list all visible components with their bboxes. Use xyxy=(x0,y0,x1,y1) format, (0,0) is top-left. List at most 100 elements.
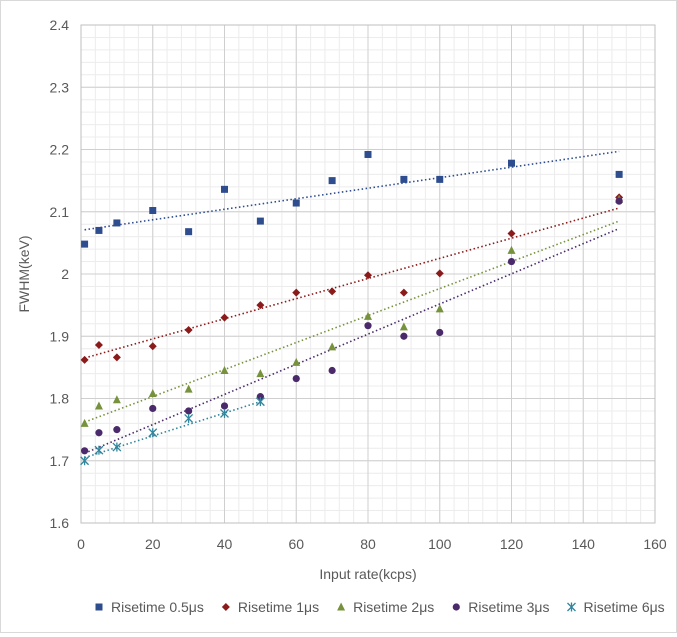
legend-marker xyxy=(452,603,460,611)
data-point-series-5 xyxy=(148,428,158,438)
data-point-series-3 xyxy=(435,304,444,313)
data-point-series-2 xyxy=(220,313,229,322)
data-point-series-1 xyxy=(113,219,121,227)
data-point-series-4 xyxy=(220,402,229,410)
data-point-series-5 xyxy=(94,445,104,455)
data-point-series-4 xyxy=(256,393,264,401)
data-point-series-2 xyxy=(256,301,265,310)
data-point-series-3 xyxy=(364,311,372,320)
legend-marker xyxy=(567,602,576,612)
legend-label: Risetime 3μs xyxy=(468,599,549,615)
data-point-series-3 xyxy=(184,384,193,393)
data-point-series-4 xyxy=(292,374,300,383)
data-point-series-2 xyxy=(507,229,516,238)
y-tick-label: 1.8 xyxy=(50,391,70,407)
legend-label: Risetime 6μs xyxy=(583,599,664,615)
legend-item-2: Risetime 1μs xyxy=(221,599,319,615)
x-tick-label: 80 xyxy=(360,536,376,552)
data-point-series-1 xyxy=(400,175,408,183)
y-tick-label: 2 xyxy=(61,266,69,282)
data-point-series-2 xyxy=(292,288,301,297)
data-point-series-1 xyxy=(615,170,623,178)
x-tick-label: 100 xyxy=(428,536,452,552)
legend-item-3: Risetime 2μs xyxy=(337,599,434,615)
data-point-series-1 xyxy=(436,175,444,183)
y-tick-label: 2.4 xyxy=(50,17,70,33)
y-tick-label: 1.6 xyxy=(50,515,70,531)
data-point-series-1 xyxy=(221,185,228,193)
data-point-series-1 xyxy=(364,150,372,158)
trendlines xyxy=(84,150,620,459)
x-tick-label: 120 xyxy=(500,536,524,552)
data-point-series-1 xyxy=(95,226,103,234)
x-tick-label: 140 xyxy=(572,536,596,552)
data-point-series-1 xyxy=(81,240,89,248)
legend-item-4: Risetime 3μs xyxy=(452,599,549,615)
trendline-series-1 xyxy=(84,150,620,231)
trendline-series-2 xyxy=(84,207,620,359)
data-point-series-1 xyxy=(256,217,264,225)
data-point-series-3 xyxy=(80,418,89,427)
trendline-series-5 xyxy=(84,400,261,459)
x-tick-label: 60 xyxy=(288,536,304,552)
data-point-series-3 xyxy=(148,389,157,398)
data-point-series-4 xyxy=(364,322,372,330)
x-tick-label: 20 xyxy=(145,536,161,552)
data-point-series-3 xyxy=(328,342,337,351)
data-point-series-1 xyxy=(508,159,515,167)
data-point-series-3 xyxy=(94,401,103,410)
legend-marker xyxy=(221,603,230,611)
x-axis-label: Input rate(kcps) xyxy=(319,566,416,582)
data-point-series-2 xyxy=(148,342,157,351)
plot-area xyxy=(80,24,656,524)
x-tick-label: 40 xyxy=(217,536,233,552)
data-point-series-4 xyxy=(95,429,103,437)
data-point-series-4 xyxy=(185,407,193,415)
data-point-series-3 xyxy=(507,245,516,254)
data-point-series-4 xyxy=(149,404,157,413)
data-point-series-4 xyxy=(507,257,516,266)
legend-label: Risetime 1μs xyxy=(238,599,319,615)
x-tick-label: 0 xyxy=(77,536,85,552)
data-point-series-3 xyxy=(292,357,301,366)
x-tick-labels: 0 20 40 60 80 100 120 140 160 xyxy=(77,536,667,552)
legend-item-5: Risetime 6μs xyxy=(567,599,665,615)
data-point-series-2 xyxy=(94,340,103,349)
data-point-series-4 xyxy=(80,447,89,455)
data-point-series-4 xyxy=(328,366,336,375)
y-tick-label: 2.3 xyxy=(50,79,70,95)
data-point-series-5 xyxy=(80,456,90,466)
data-point-series-5 xyxy=(255,397,265,407)
data-point-series-5 xyxy=(184,413,194,423)
y-tick-label: 2.2 xyxy=(50,142,70,158)
data-point-series-5 xyxy=(112,442,122,452)
legend-label: Risetime 0.5μs xyxy=(111,599,204,615)
legend-marker xyxy=(95,603,103,611)
legend-item-1: Risetime 0.5μs xyxy=(95,599,204,615)
data-point-series-3 xyxy=(220,365,229,374)
trendline-series-3 xyxy=(84,220,620,423)
data-point-series-1 xyxy=(292,199,300,207)
data-point-series-2 xyxy=(184,326,193,335)
data-points xyxy=(80,150,624,466)
data-point-series-3 xyxy=(112,395,121,404)
data-point-series-2 xyxy=(328,287,337,296)
legend: Risetime 0.5μs Risetime 1μs Risetime 2μs Ri… xyxy=(95,599,665,615)
data-point-series-4 xyxy=(113,426,121,434)
trendline-series-4 xyxy=(84,227,620,455)
data-point-series-3 xyxy=(399,322,408,331)
legend-label: Risetime 2μs xyxy=(353,599,434,615)
legend-marker xyxy=(337,602,346,611)
data-point-series-4 xyxy=(615,197,623,205)
data-point-series-2 xyxy=(399,288,408,297)
data-point-series-2 xyxy=(112,353,121,362)
data-point-series-1 xyxy=(185,228,193,236)
data-point-series-4 xyxy=(436,328,444,337)
data-point-series-5 xyxy=(220,408,229,418)
data-point-series-1 xyxy=(328,177,336,185)
x-tick-label: 160 xyxy=(643,536,667,552)
y-tick-labels: 1.6 1.7 1.8 1.9 2 2.1 2.2 2.3 2.4 xyxy=(50,17,70,531)
y-axis-label: FWHM(keV) xyxy=(16,236,32,313)
